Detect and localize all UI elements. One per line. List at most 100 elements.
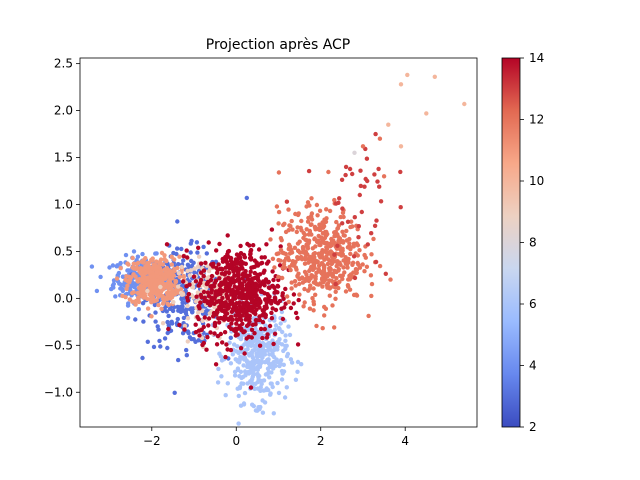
colorbar-tick-label: 4	[529, 359, 537, 373]
scatter-point	[253, 290, 258, 295]
scatter-point	[306, 240, 311, 245]
scatter-point	[165, 345, 170, 351]
scatter-point	[369, 293, 374, 299]
scatter-point	[227, 340, 232, 345]
scatter-point	[238, 346, 244, 351]
scatter-point	[225, 381, 230, 386]
scatter-point	[208, 330, 213, 335]
scatter-point	[324, 207, 329, 212]
scatter-point	[275, 301, 281, 306]
scatter-point	[236, 393, 241, 399]
scatter-point	[125, 261, 130, 266]
scatter-point	[224, 259, 230, 265]
scatter-point	[250, 402, 255, 407]
scatter-point	[325, 261, 331, 267]
scatter-point	[281, 348, 286, 354]
scatter-point	[299, 362, 304, 367]
scatter-point	[156, 327, 161, 332]
scatter-point	[275, 344, 280, 349]
scatter-point	[398, 144, 404, 149]
scatter-point	[185, 329, 191, 334]
scatter-point	[288, 224, 293, 229]
scatter-point	[226, 270, 232, 276]
scatter-point	[254, 335, 260, 340]
scatter-point	[131, 290, 136, 295]
scatter-point	[329, 261, 334, 267]
scatter-point	[165, 293, 170, 298]
scatter-point	[145, 277, 150, 282]
scatter-point	[150, 285, 155, 291]
scatter-point	[376, 166, 381, 172]
scatter-point	[219, 316, 225, 321]
scatter-point	[275, 339, 280, 345]
scatter-point	[154, 291, 159, 297]
y-axis: −1.0 −0.5 0.0 0.5 1.0 1.5 2.0 2.5	[44, 57, 80, 399]
scatter-point	[365, 178, 370, 184]
scatter-point	[222, 330, 228, 335]
scatter-point	[253, 359, 258, 365]
scatter-point	[230, 287, 235, 293]
scatter-point	[237, 358, 242, 363]
scatter-point	[178, 308, 183, 313]
scatter-point	[246, 334, 252, 339]
scatter-point	[337, 196, 342, 201]
scatter-point	[257, 317, 262, 323]
scatter-point	[355, 253, 360, 258]
scatter-point	[303, 255, 308, 260]
scatter-point	[253, 381, 258, 386]
scatter-point	[166, 326, 171, 332]
scatter-point	[282, 221, 287, 226]
scatter-point	[328, 249, 334, 254]
scatter-point	[184, 248, 189, 253]
scatter-point	[276, 251, 281, 256]
scatter-point	[271, 277, 276, 283]
scatter-point	[258, 385, 263, 390]
scatter-point	[244, 323, 250, 328]
scatter-point	[196, 316, 201, 322]
scatter-point	[248, 255, 254, 261]
scatter-point	[398, 205, 403, 210]
scatter-point	[374, 218, 379, 223]
scatter-point	[248, 247, 254, 253]
scatter-point	[260, 289, 265, 295]
scatter-point	[295, 225, 300, 230]
scatter-point	[216, 366, 221, 372]
scatter-point	[232, 342, 237, 347]
scatter-point	[258, 330, 263, 335]
scatter-point	[241, 401, 247, 406]
scatter-point	[201, 273, 206, 279]
scatter-point	[245, 295, 251, 300]
scatter-point	[327, 265, 333, 271]
scatter-point	[166, 272, 171, 277]
scatter-point	[228, 335, 233, 340]
scatter-point	[140, 301, 146, 306]
scatter-point	[236, 350, 241, 356]
scatter-point	[89, 264, 95, 269]
scatter-point	[280, 329, 285, 335]
scatter-point	[162, 298, 167, 304]
scatter-point	[276, 170, 282, 175]
scatter-point	[260, 398, 265, 403]
scatter-point	[152, 281, 158, 286]
scatter-point	[324, 254, 329, 259]
scatter-point	[184, 347, 189, 353]
scatter-point	[191, 260, 196, 265]
scatter-point	[207, 311, 212, 316]
scatter-point	[98, 274, 103, 280]
scatter-point	[242, 287, 247, 292]
scatter-point	[280, 265, 286, 270]
scatter-point	[308, 266, 313, 272]
scatter-point	[364, 156, 370, 161]
scatter-point	[230, 352, 235, 357]
scatter-point	[350, 171, 355, 177]
scatter-point	[278, 258, 283, 263]
scatter-point	[198, 277, 204, 283]
scatter-point	[348, 246, 353, 252]
scatter-point	[294, 229, 299, 235]
scatter-point	[309, 211, 315, 216]
scatter-point	[372, 223, 378, 228]
scatter-point	[346, 284, 351, 289]
scatter-point	[238, 243, 243, 249]
scatter-point	[260, 410, 266, 415]
scatter-point	[206, 240, 211, 245]
